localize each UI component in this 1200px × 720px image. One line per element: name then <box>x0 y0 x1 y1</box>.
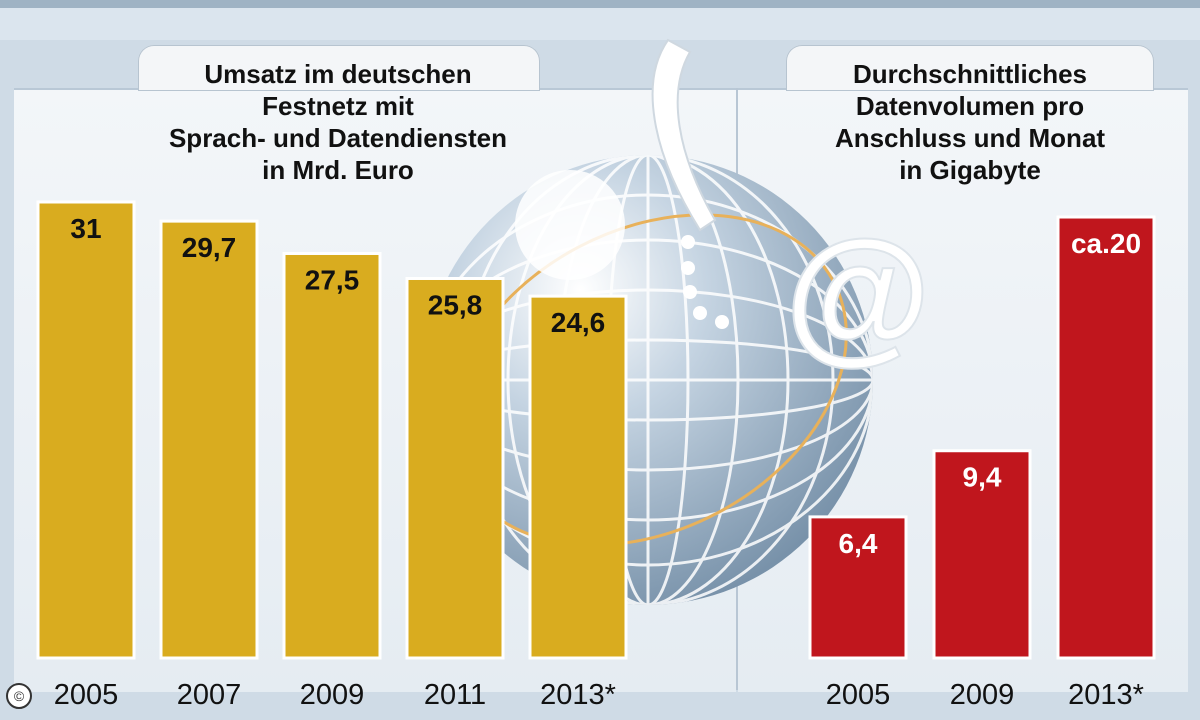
bar-value-label: 27,5 <box>305 264 360 295</box>
bar-value-label: 6,4 <box>839 528 878 559</box>
bar-value-label: 25,8 <box>428 289 483 320</box>
bar-2009 <box>932 449 1032 660</box>
bar-2013 <box>1056 215 1156 660</box>
copyright-icon: © <box>6 683 32 709</box>
category-label: 2013* <box>1068 679 1144 711</box>
right-title-tab <box>786 45 1154 91</box>
datenvolumen-chart: 6,4 2005 9,4 2009 ca.20 2013* <box>808 215 1156 711</box>
bar-2005 <box>808 515 908 660</box>
bar-value-label: 9,4 <box>963 462 1002 493</box>
bar-value-label: 24,6 <box>551 307 606 338</box>
bar-2009 <box>282 251 382 660</box>
bar-2013 <box>528 294 628 660</box>
category-label: 2009 <box>950 679 1015 711</box>
category-label: 2005 <box>54 679 119 711</box>
bar-2011 <box>405 276 505 660</box>
top-header-strip <box>0 0 1200 40</box>
right-chart-title: Durchschnittliches Datenvolumen pro Ansc… <box>834 59 1106 185</box>
bar-value-label: ca.20 <box>1071 228 1141 259</box>
bar-2005 <box>36 200 136 660</box>
bar-value-label: 29,7 <box>182 232 237 263</box>
category-label: 2005 <box>826 679 891 711</box>
umsatz-chart: 31 2005 29,7 2007 27,5 2009 25,8 2011 24,6 2013* <box>36 200 628 711</box>
dotted-connection <box>681 235 729 329</box>
phone-cable-icon <box>651 38 717 232</box>
left-title-tab <box>138 45 540 91</box>
category-label: 2009 <box>300 679 365 711</box>
at-sign-icon: @ <box>785 209 931 377</box>
bar-2007 <box>159 219 259 660</box>
category-label: 2011 <box>424 679 486 711</box>
left-chart-title: Umsatz im deutschen Festnetz mit Sprach-… <box>168 59 508 185</box>
category-label: 2013* <box>540 679 616 711</box>
category-label: 2007 <box>177 679 242 711</box>
bar-value-label: 31 <box>70 213 101 244</box>
globe-highlight <box>515 170 625 280</box>
